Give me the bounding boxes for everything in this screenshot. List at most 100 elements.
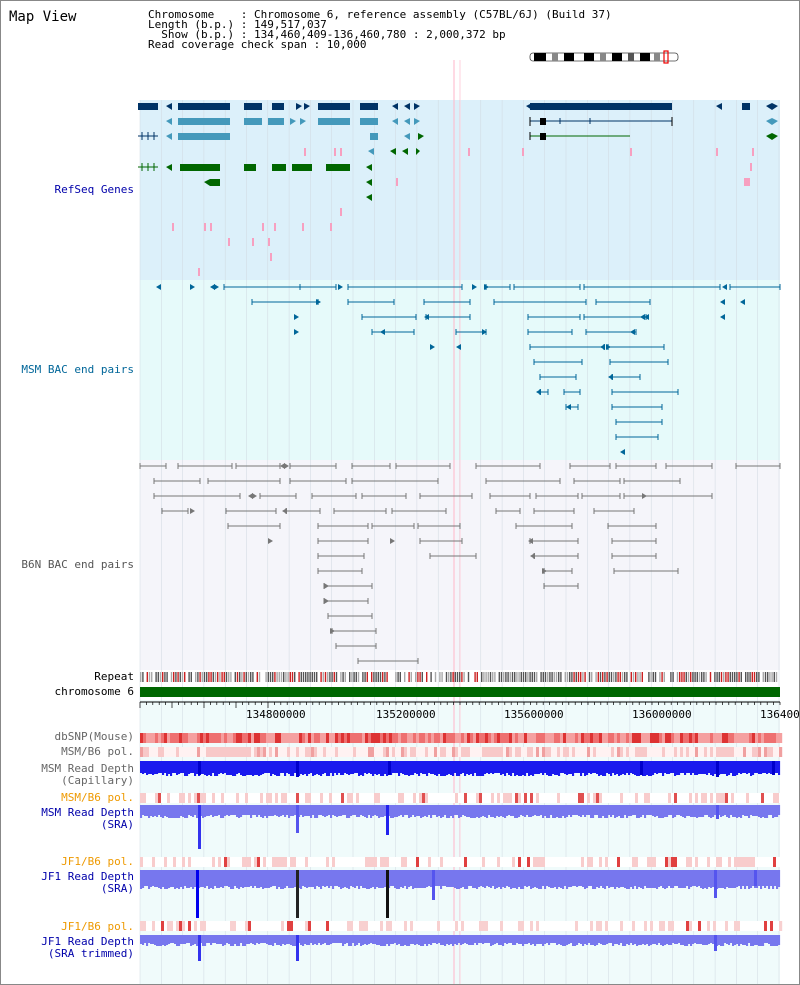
track-label-msm-read-depth-sra[interactable]: MSM Read Depth (SRA) — [41, 806, 134, 831]
depth-bar — [594, 805, 597, 815]
depth-bar — [424, 935, 427, 944]
track-label-chromosome[interactable]: chromosome 6 — [54, 685, 134, 698]
track-label-jf1-b6-pol-1[interactable]: JF1/B6 pol. — [61, 855, 134, 868]
depth-bar — [254, 935, 257, 945]
track-label-repeat[interactable]: Repeat — [94, 670, 134, 683]
track-label-jf1-b6-pol-2[interactable]: JF1/B6 pol. — [61, 920, 134, 933]
depth-bar — [306, 761, 309, 776]
depth-bar — [688, 870, 691, 889]
depth-bar — [260, 870, 263, 887]
depth-bar — [756, 761, 759, 773]
depth-bar — [178, 805, 181, 818]
heat-cell — [461, 733, 465, 743]
heat-cell — [446, 733, 450, 743]
track-label-jf1-read-depth-trimmed[interactable]: JF1 Read Depth (SRA trimmed) — [41, 935, 134, 960]
heat-cell — [164, 921, 168, 931]
heat-cell — [179, 857, 183, 867]
repeat-mark — [230, 672, 232, 682]
depth-bar — [190, 935, 193, 946]
depth-bar — [266, 935, 269, 944]
depth-bar — [256, 761, 259, 775]
repeat-mark — [731, 672, 734, 682]
heat-cell — [140, 857, 144, 867]
heat-cell — [179, 733, 183, 743]
repeat-mark — [173, 672, 175, 682]
heat-cell — [542, 921, 546, 931]
track-label-dbsnp[interactable]: dbSNP(Mouse) — [54, 730, 134, 743]
depth-bar — [560, 935, 563, 945]
heat-cell — [302, 747, 306, 757]
track-label-msm-b6-pol-1[interactable]: MSM/B6 pol. — [61, 745, 134, 758]
depth-bar — [502, 761, 505, 774]
depth-bar — [160, 805, 163, 817]
depth-bar — [162, 761, 165, 775]
heat-cell — [638, 921, 642, 931]
heat-cell — [392, 921, 396, 931]
depth-bar — [294, 935, 297, 946]
depth-bar — [184, 870, 187, 886]
depth-bar — [506, 805, 509, 816]
depth-bar — [706, 805, 709, 815]
depth-bar — [256, 870, 259, 888]
chromosome-ideogram[interactable] — [528, 50, 680, 64]
heat-cell — [230, 733, 234, 743]
depth-bar — [148, 761, 151, 774]
heat-cell — [587, 857, 591, 867]
depth-bar — [236, 870, 239, 888]
heat-cell — [614, 733, 618, 743]
depth-bar — [302, 761, 305, 775]
depth-bar — [504, 870, 507, 888]
depth-bar — [732, 870, 735, 888]
heat-cell — [431, 857, 435, 867]
depth-bar — [272, 935, 275, 946]
depth-bar — [342, 761, 345, 775]
depth-bar — [382, 805, 385, 817]
depth-bar — [310, 870, 313, 887]
heat-cell — [731, 747, 735, 757]
heat-cell — [143, 733, 147, 743]
depth-bar — [720, 870, 723, 888]
depth-bar — [304, 935, 307, 944]
depth-bar — [440, 805, 443, 818]
heat-cell — [470, 733, 474, 743]
heat-cell — [311, 747, 315, 757]
depth-bar — [524, 870, 527, 886]
track-label-msm-bac[interactable]: MSM BAC end pairs — [21, 363, 134, 376]
heat-cell — [749, 857, 753, 867]
track-label-msm-b6-pol-2[interactable]: MSM/B6 pol. — [61, 791, 134, 804]
heat-cell — [206, 733, 210, 743]
track-label-jf1-read-depth-sra[interactable]: JF1 Read Depth (SRA) — [41, 870, 134, 895]
heat-cell — [185, 733, 189, 743]
depth-bar — [188, 805, 191, 815]
depth-bar — [630, 870, 633, 887]
depth-bar — [652, 870, 655, 888]
track-label-msm-read-depth-capillary[interactable]: MSM Read Depth (Capillary) — [41, 762, 134, 787]
heat-cell — [305, 921, 309, 931]
heat-cell — [752, 921, 756, 931]
heat-cell — [380, 793, 384, 803]
b6n-bac-end-marker — [390, 538, 395, 544]
heat-cell — [155, 921, 159, 931]
track-label-b6n-bac[interactable]: B6N BAC end pairs — [21, 558, 134, 571]
depth-bar — [476, 805, 479, 817]
depth-bar — [176, 935, 179, 946]
heat-cell — [722, 921, 726, 931]
depth-bar — [706, 870, 709, 889]
heat-cell — [725, 747, 729, 757]
track-label-refseq[interactable]: RefSeq Genes — [54, 183, 134, 196]
heat-cell — [758, 747, 762, 757]
depth-bar — [180, 805, 183, 816]
depth-bar — [256, 935, 259, 943]
heat-cell — [434, 733, 438, 743]
heat-cell — [359, 921, 363, 931]
heat-cell — [659, 921, 663, 931]
heat-cell — [521, 921, 525, 931]
depth-bar — [480, 761, 483, 776]
depth-bar — [410, 870, 413, 886]
heat-cell — [650, 857, 654, 867]
depth-bar — [462, 870, 465, 887]
heat-cell — [314, 857, 318, 867]
heat-cell — [455, 747, 459, 757]
heat-cell — [515, 733, 519, 743]
